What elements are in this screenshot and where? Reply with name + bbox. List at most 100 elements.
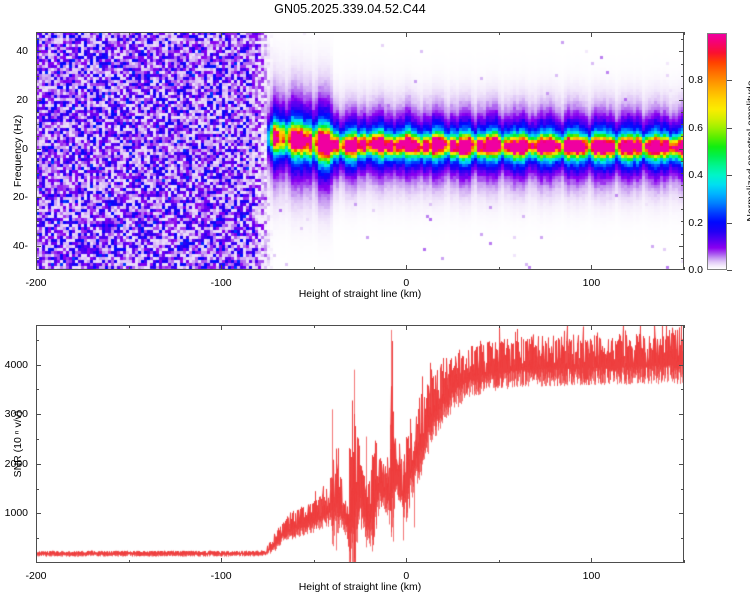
axis-tick — [36, 63, 39, 65]
axis-tick — [591, 32, 593, 35]
snr-xtick-label: 0 — [403, 570, 410, 582]
spectrogram-xtick-label: -200 — [25, 277, 47, 289]
axis-tick — [36, 221, 39, 223]
snr-xtick-label: -100 — [210, 570, 232, 582]
spectrogram-xtick-label: 100 — [582, 277, 601, 289]
axis-tick — [679, 414, 684, 416]
axis-tick — [36, 136, 39, 138]
axis-tick — [727, 80, 732, 82]
axis-tick — [128, 560, 130, 563]
colorbar-tick-label: 0.8 — [688, 74, 703, 87]
axis-tick — [36, 75, 39, 77]
axis-tick — [36, 39, 39, 41]
axis-tick — [36, 32, 37, 37]
axis-tick — [36, 172, 39, 174]
axis-tick — [36, 245, 41, 247]
axis-tick — [681, 439, 684, 441]
axis-tick — [679, 51, 684, 53]
axis-tick — [684, 32, 685, 35]
axis-tick — [36, 538, 39, 540]
axis-tick — [591, 267, 593, 270]
snr-ytick-label: 2000 — [4, 457, 28, 470]
axis-tick — [406, 325, 408, 330]
colorbar-tick-label: 0.4 — [688, 169, 703, 182]
axis-tick — [36, 209, 39, 211]
axis-tick — [36, 87, 39, 89]
axis-tick — [36, 389, 39, 391]
axis-tick — [679, 245, 684, 247]
axis-tick — [406, 32, 408, 37]
axis-tick — [313, 560, 315, 563]
snr-ytick-label: 1000 — [4, 507, 28, 520]
axis-tick — [681, 124, 684, 126]
axis-tick — [591, 560, 593, 563]
axis-tick — [681, 488, 684, 490]
colorbar-tick-label: 0.2 — [688, 216, 703, 229]
axis-tick — [681, 221, 684, 223]
axis-tick — [313, 325, 315, 328]
colorbar-title: Normalized spectral amplitude — [745, 80, 750, 222]
colorbar-tick-label: 0.6 — [688, 121, 703, 134]
axis-tick — [684, 560, 685, 563]
axis-tick — [681, 257, 684, 259]
snr-yaxis-title: SNR (10 ⁿ v/v) — [12, 410, 24, 478]
axis-tick — [36, 439, 39, 441]
axis-tick — [313, 32, 315, 35]
axis-tick — [36, 124, 39, 126]
spectrogram-yaxis-title: Frequency (Hz) — [12, 114, 24, 188]
axis-tick — [498, 32, 500, 35]
axis-tick — [498, 560, 500, 563]
axis-tick — [681, 136, 684, 138]
axis-tick — [681, 87, 684, 89]
axis-tick — [36, 51, 41, 53]
axis-tick — [681, 172, 684, 174]
axis-tick — [679, 463, 684, 465]
axis-tick — [36, 185, 39, 186]
axis-tick — [36, 160, 39, 162]
snr-xtick-label: -200 — [25, 570, 47, 582]
axis-tick — [681, 75, 684, 77]
axis-tick — [681, 233, 684, 235]
axis-tick — [36, 488, 39, 490]
axis-tick — [591, 325, 593, 328]
spectrogram-plot-area — [36, 32, 684, 270]
snr-xtick-label: 100 — [582, 570, 601, 582]
axis-tick — [406, 265, 408, 270]
axis-tick — [36, 257, 39, 259]
axis-tick — [727, 270, 732, 271]
figure-title: GN05.2025.339.04.52.C44 — [274, 2, 426, 16]
axis-tick — [681, 112, 684, 114]
axis-tick — [36, 364, 41, 366]
axis-tick — [684, 325, 685, 328]
axis-tick — [498, 267, 500, 270]
axis-tick — [36, 233, 39, 235]
axis-tick — [679, 197, 684, 199]
axis-tick — [128, 32, 130, 35]
spectrogram-xtick-label: -100 — [210, 277, 232, 289]
axis-tick — [681, 209, 684, 211]
spectrogram-xaxis-title: Height of straight line (km) — [298, 288, 422, 300]
colorbar — [707, 33, 727, 270]
axis-tick — [221, 265, 223, 270]
axis-tick — [681, 39, 684, 41]
axis-tick — [679, 100, 684, 101]
spectrogram-image — [36, 32, 684, 270]
axis-tick — [681, 185, 684, 186]
axis-tick — [36, 112, 39, 114]
snr-line-trace — [36, 325, 684, 563]
axis-tick — [681, 63, 684, 65]
axis-tick — [684, 267, 685, 270]
snr-ytick-label: 3000 — [4, 408, 28, 421]
axis-tick — [36, 414, 41, 416]
snr-ytick-label: 4000 — [4, 358, 28, 371]
axis-tick — [313, 267, 315, 270]
axis-tick — [727, 222, 732, 224]
axis-tick — [221, 325, 223, 330]
axis-tick — [727, 175, 732, 177]
snr-xaxis-title: Height of straight line (km) — [298, 581, 422, 593]
axis-tick — [681, 389, 684, 391]
axis-tick — [681, 538, 684, 540]
snr-plot-area — [36, 325, 684, 563]
spectrogram-xtick-label: 0 — [403, 277, 410, 289]
axis-tick — [679, 513, 684, 515]
